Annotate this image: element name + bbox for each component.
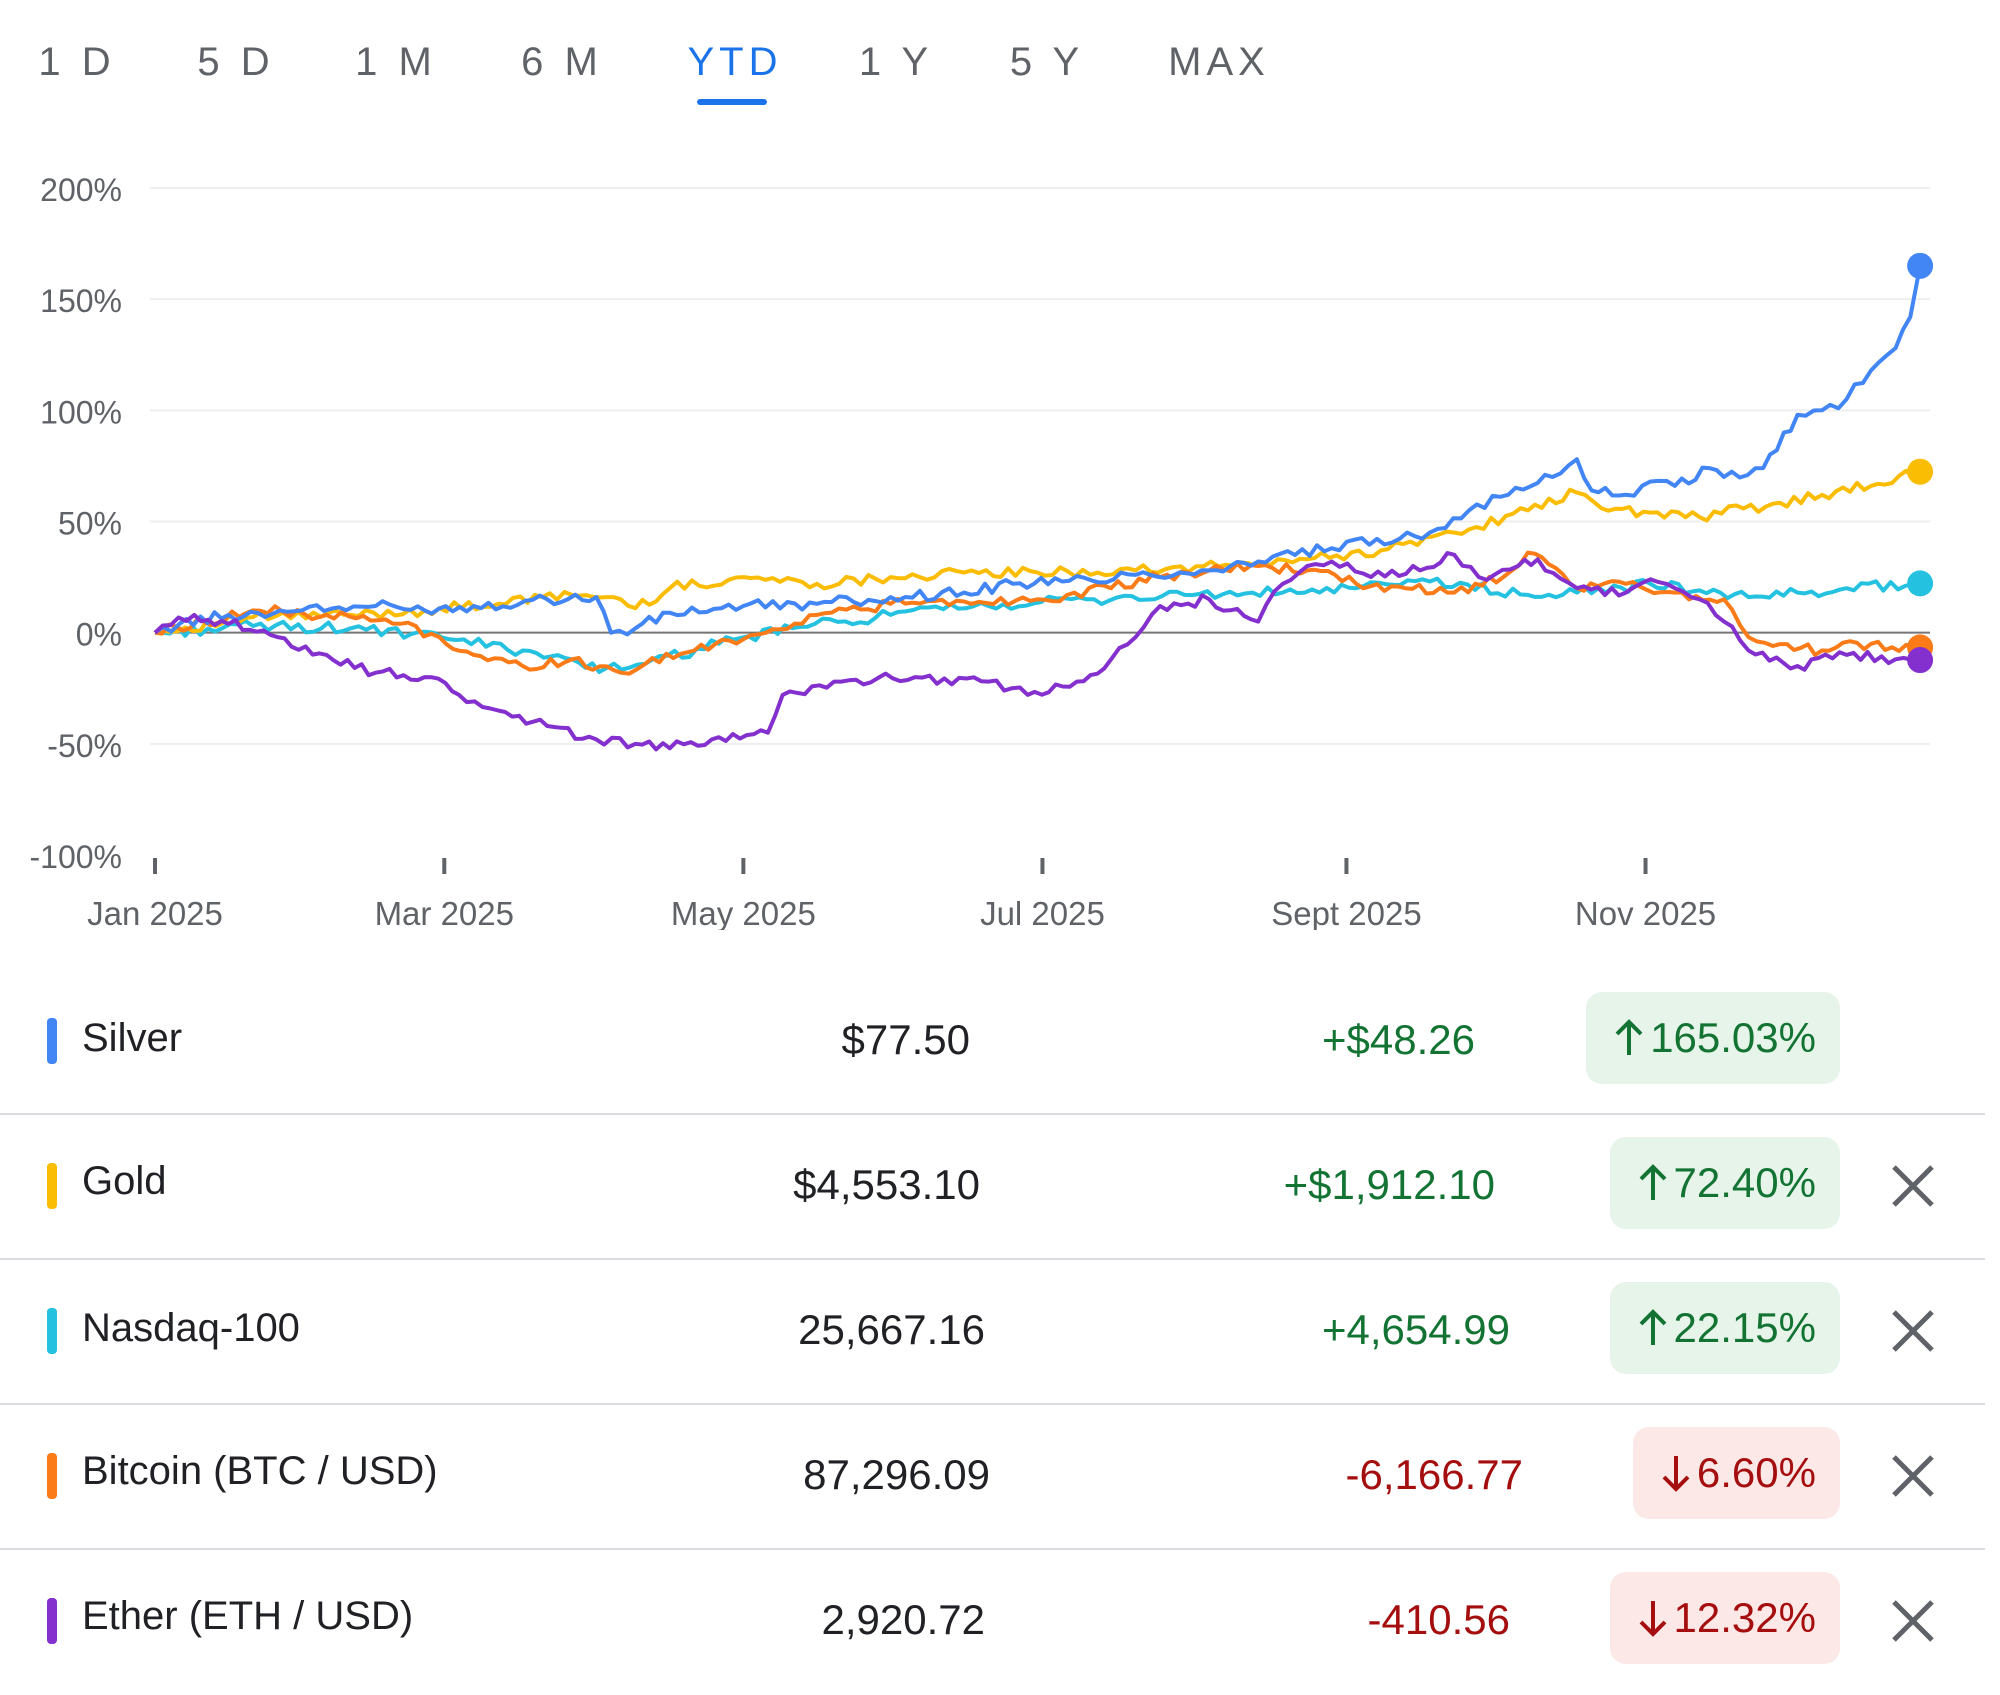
row-percent: 12.32% — [1673, 1594, 1816, 1641]
row-price: 87,296.09 — [803, 1451, 990, 1498]
arrow-up-icon — [1639, 1309, 1666, 1345]
x-tick-label: Sept 2025 — [1271, 895, 1421, 930]
y-tick-label: 100% — [40, 394, 122, 430]
percent-badge: 72.40% — [1609, 1137, 1840, 1229]
comparison-row-ether[interactable]: Ether (ETH / USD) 2,920.72 -410.56 12.32… — [0, 1548, 1985, 1695]
arrow-up-icon — [1615, 1019, 1643, 1055]
x-tick-label: May 2025 — [671, 895, 816, 930]
tab-5d[interactable]: 5 D — [197, 40, 275, 84]
row-percent: 165.03% — [1650, 1014, 1816, 1061]
close-icon[interactable] — [1888, 1161, 1938, 1211]
tab-1d[interactable]: 1 D — [38, 40, 116, 84]
row-change: -6,166.77 — [1345, 1451, 1523, 1498]
y-tick-label: 50% — [58, 506, 122, 542]
row-change: +$1,912.10 — [1283, 1161, 1495, 1208]
percent-badge: 22.15% — [1609, 1282, 1840, 1374]
x-tick-label: Jul 2025 — [980, 895, 1105, 930]
x-tick-label: Nov 2025 — [1575, 895, 1716, 930]
silver-color-swatch — [47, 1018, 57, 1064]
x-axis-labels: Jan 2025 Mar 2025 May 2025 Jul 2025 Sept 202… — [87, 858, 1716, 930]
tab-6m[interactable]: 6 M — [521, 40, 603, 84]
range-tabs: 1 D 5 D 1 M 6 M YTD 1 Y 5 Y MAX — [0, 0, 2000, 120]
row-change: +4,654.99 — [1321, 1306, 1510, 1353]
close-icon[interactable] — [1888, 1306, 1938, 1356]
percent-badge: 165.03% — [1586, 992, 1840, 1084]
y-tick-label: 200% — [40, 172, 122, 208]
row-percent: 72.40% — [1673, 1159, 1816, 1206]
series-line-ether[interactable] — [153, 551, 1921, 752]
y-tick-label: -50% — [47, 728, 122, 764]
arrow-down-icon — [1639, 1601, 1666, 1637]
row-name: Gold — [82, 1159, 167, 1203]
y-tick-label: 0% — [76, 617, 122, 653]
x-tick-label: Mar 2025 — [375, 895, 514, 930]
y-tick-label: 150% — [40, 283, 122, 319]
row-change: -410.56 — [1367, 1596, 1510, 1643]
grid-lines — [150, 187, 1930, 745]
comparison-line-chart[interactable]: 200% 150% 100% 50% 0% -50% -100% Jan 2025 Mar 2… — [0, 150, 2000, 930]
row-name: Nasdaq-100 — [82, 1306, 300, 1350]
percent-badge: 6.60% — [1632, 1427, 1840, 1519]
series-line-silver[interactable] — [153, 265, 1923, 637]
tab-max[interactable]: MAX — [1168, 40, 1270, 84]
bitcoin-color-swatch — [47, 1453, 57, 1499]
tab-1m[interactable]: 1 M — [355, 40, 437, 84]
series-line-bitcoin[interactable] — [154, 550, 1921, 676]
row-change: +$48.26 — [1322, 1016, 1475, 1063]
active-tab-indicator — [697, 99, 767, 105]
row-price: 25,667.16 — [798, 1306, 985, 1353]
row-percent: 22.15% — [1673, 1304, 1816, 1351]
tab-1y[interactable]: 1 Y — [858, 40, 934, 84]
row-name: Silver — [82, 1016, 183, 1060]
row-price: 2,920.72 — [821, 1596, 986, 1643]
end-marker-ether — [1907, 647, 1934, 674]
percent-badge: 12.32% — [1609, 1572, 1840, 1664]
comparison-row-silver[interactable]: Silver $77.50 +$48.26 165.03% — [0, 970, 1985, 1115]
series-lines — [153, 265, 1923, 752]
row-price: $4,553.10 — [793, 1161, 980, 1208]
gold-color-swatch — [47, 1163, 57, 1209]
end-marker-silver — [1907, 252, 1934, 279]
comparison-row-bitcoin[interactable]: Bitcoin (BTC / USD) 87,296.09 -6,166.77 … — [0, 1403, 1985, 1550]
tab-ytd[interactable]: YTD — [687, 40, 783, 84]
row-price: $77.50 — [841, 1016, 970, 1063]
row-name: Bitcoin (BTC / USD) — [82, 1449, 438, 1493]
close-icon[interactable] — [1888, 1596, 1938, 1646]
row-percent: 6.60% — [1696, 1449, 1816, 1496]
comparison-row-gold[interactable]: Gold $4,553.10 +$1,912.10 72.40% — [0, 1113, 1985, 1260]
series-line-gold[interactable] — [154, 468, 1922, 635]
y-axis-labels: 200% 150% 100% 50% 0% -50% -100% — [30, 172, 123, 875]
ether-color-swatch — [47, 1598, 57, 1644]
end-marker-nasdaq-100 — [1907, 570, 1934, 597]
comparison-row-nasdaq[interactable]: Nasdaq-100 25,667.16 +4,654.99 22.15% — [0, 1258, 1985, 1405]
close-icon[interactable] — [1888, 1451, 1938, 1501]
end-marker-gold — [1907, 458, 1934, 485]
series-end-markers — [1907, 252, 1934, 674]
y-tick-label: -100% — [30, 839, 123, 875]
tab-5y[interactable]: 5 Y — [1009, 40, 1085, 84]
nasdaq-color-swatch — [47, 1308, 57, 1354]
x-tick-label: Jan 2025 — [87, 895, 223, 930]
arrow-down-icon — [1662, 1456, 1690, 1492]
row-name: Ether (ETH / USD) — [82, 1594, 414, 1638]
arrow-up-icon — [1639, 1164, 1666, 1200]
